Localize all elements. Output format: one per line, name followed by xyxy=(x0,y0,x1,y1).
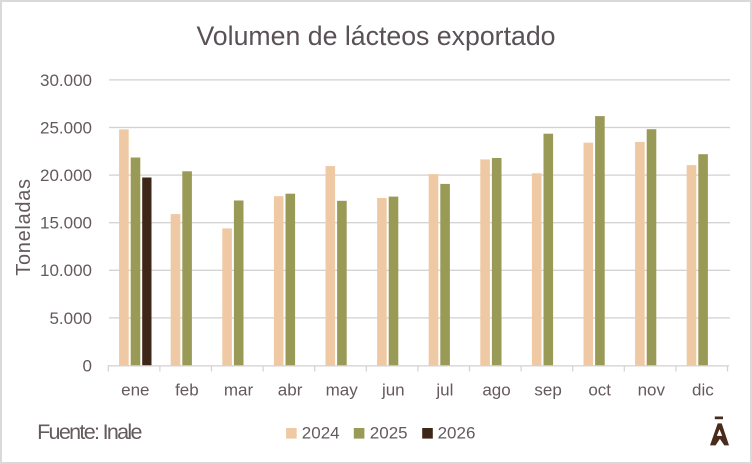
svg-text:30.000: 30.000 xyxy=(40,71,92,90)
svg-text:2024: 2024 xyxy=(302,424,340,443)
svg-text:jul: jul xyxy=(435,380,453,399)
svg-text:25.000: 25.000 xyxy=(40,118,92,137)
svg-text:may: may xyxy=(326,380,359,399)
svg-text:5.000: 5.000 xyxy=(49,309,92,328)
svg-text:dic: dic xyxy=(692,380,714,399)
svg-text:2026: 2026 xyxy=(438,424,476,443)
svg-text:20.000: 20.000 xyxy=(40,166,92,185)
svg-text:Volumen de lácteos exportado: Volumen de lácteos exportado xyxy=(196,21,555,51)
svg-text:Fuente: Inale: Fuente: Inale xyxy=(37,420,142,444)
svg-text:sep: sep xyxy=(534,380,561,399)
svg-text:mar: mar xyxy=(224,380,254,399)
svg-text:nov: nov xyxy=(638,380,666,399)
svg-text:0: 0 xyxy=(83,356,92,375)
svg-text:ene: ene xyxy=(121,380,149,399)
svg-text:oct: oct xyxy=(588,380,611,399)
svg-text:15.000: 15.000 xyxy=(40,214,92,233)
svg-text:jun: jun xyxy=(381,380,405,399)
svg-text:abr: abr xyxy=(278,380,303,399)
svg-text:Toneladas: Toneladas xyxy=(13,178,35,275)
svg-text:feb: feb xyxy=(175,380,199,399)
svg-text:ago: ago xyxy=(482,380,510,399)
svg-text:2025: 2025 xyxy=(370,424,408,443)
svg-text:10.000: 10.000 xyxy=(40,261,92,280)
